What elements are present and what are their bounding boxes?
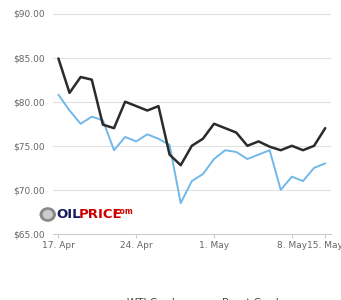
Legend: WTI Crude, Brent Crude: WTI Crude, Brent Crude — [95, 294, 289, 300]
Text: PRICE: PRICE — [78, 208, 122, 220]
Text: .com: .com — [113, 207, 133, 216]
Text: OIL: OIL — [56, 208, 81, 220]
